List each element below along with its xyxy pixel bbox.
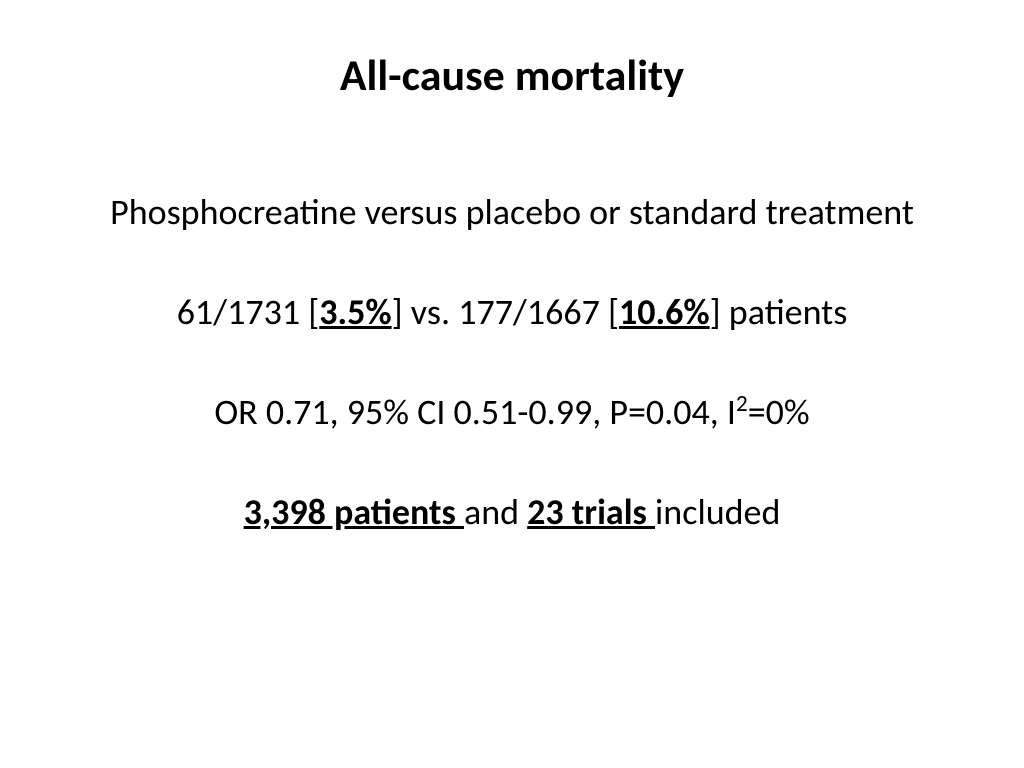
stats-sup: 2: [736, 390, 748, 418]
comparison-pct2: 10.6%: [619, 290, 710, 334]
comparison-post: ] patients: [710, 290, 848, 334]
slide-container: All-cause mortality Phosphocreatine vers…: [0, 0, 1024, 768]
comparison-mid: ] vs. 177/1667 [: [392, 290, 619, 334]
stats-post: =0%: [748, 390, 810, 434]
subtitle-line: Phosphocreatine versus placebo or standa…: [30, 190, 994, 234]
summary-patients: 3,398 patients: [244, 490, 464, 534]
summary-line: 3,398 patients and 23 trials included: [30, 490, 994, 534]
slide-title: All-cause mortality: [30, 48, 994, 102]
stats-pre: OR 0.71, 95% CI 0.51-0.99, P=0.04, I: [214, 390, 736, 434]
summary-trials: 23 trials: [527, 490, 655, 534]
summary-included: included: [655, 490, 780, 534]
comparison-line: 61/1731 [3.5%] vs. 177/1667 [10.6%] pati…: [30, 290, 994, 334]
comparison-pre1: 61/1731 [: [177, 290, 320, 334]
summary-and: and: [464, 490, 527, 534]
comparison-pct1: 3.5%: [319, 290, 391, 334]
stats-line: OR 0.71, 95% CI 0.51-0.99, P=0.04, I2=0%: [30, 390, 994, 434]
